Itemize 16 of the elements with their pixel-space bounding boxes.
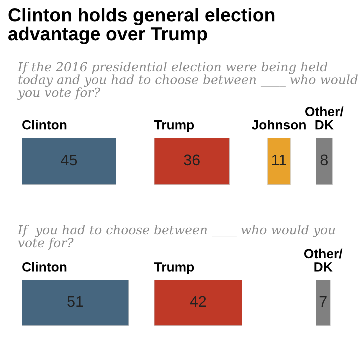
y-tick-label: Clinton [22,262,67,272]
y-tick-label: Other/DK [306,106,344,130]
y-tick-label: Trump [154,120,194,132]
y-tick-label: Other/DK [304,248,343,272]
data-label: 45 [61,154,78,166]
data-label: 11 [272,154,286,166]
text: If the 2016 presidential election were being held today and you had to choose between ____ who would you vote for? [18,62,358,100]
data-label: 42 [190,296,206,307]
data-label: 36 [184,154,200,166]
y-tick-label: Johnson [252,120,306,130]
data-label: 8 [320,154,328,166]
data-label: 51 [68,296,84,308]
chart-title: Clinton holds general election advantage over Trump [8,8,275,44]
y-tick-label: Clinton [22,120,67,130]
y-tick-label: Trump [154,262,194,274]
data-label: 7 [320,296,327,307]
